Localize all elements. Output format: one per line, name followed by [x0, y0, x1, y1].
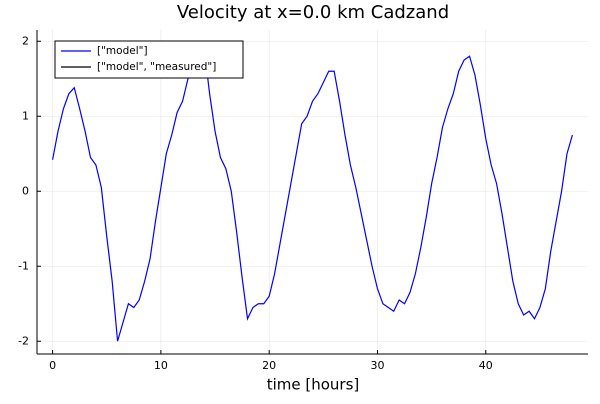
x-tick-label: 30 — [370, 359, 384, 372]
y-tick-label: 1 — [22, 109, 29, 122]
x-tick-label: 40 — [479, 359, 493, 372]
chart-title: Velocity at x=0.0 km Cadzand — [177, 2, 449, 23]
y-tick-label: -2 — [18, 334, 29, 347]
x-tick-label: 20 — [262, 359, 276, 372]
data-line — [52, 44, 573, 342]
x-tick-label: 10 — [154, 359, 168, 372]
legend-box — [54, 40, 244, 79]
x-axis-label: time [hours] — [267, 376, 360, 394]
y-tick-label: 0 — [22, 184, 29, 197]
y-tick-label: 2 — [22, 34, 29, 47]
y-tick-label: -1 — [18, 259, 29, 272]
legend-label: ["model"] — [97, 45, 148, 57]
legend-label: ["model", "measured"] — [97, 61, 216, 73]
x-tick-label: 0 — [49, 359, 56, 372]
